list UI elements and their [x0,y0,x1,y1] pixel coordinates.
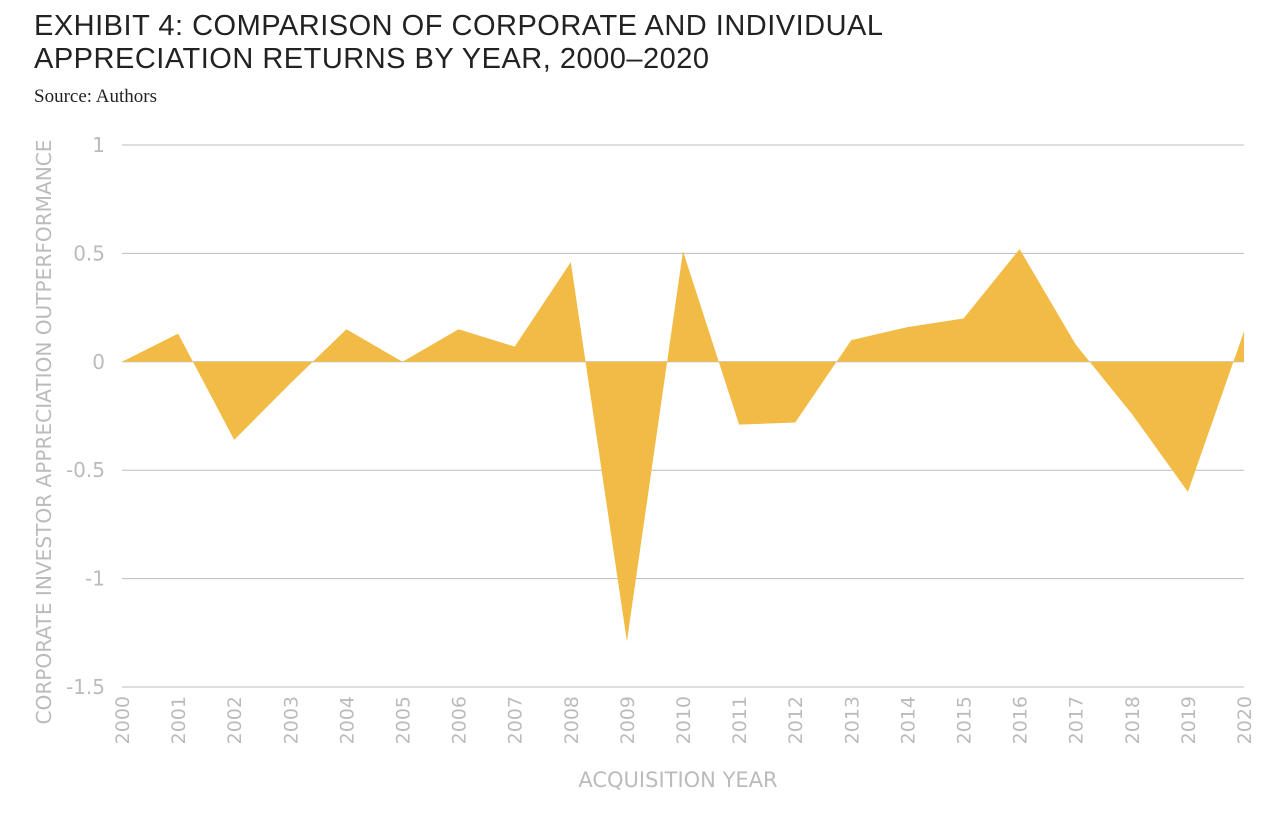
x-tick-label: 2019 [1178,696,1200,744]
x-tick-label: 2017 [1066,696,1088,744]
y-tick-label: 0 [92,350,105,374]
x-tick-label: 2002 [224,696,246,744]
x-tick-label: 2008 [561,696,583,744]
y-tick-label: -1 [85,567,105,591]
x-tick-labels: 2000 2001 2002 2003 2004 2005 2006 2007 2008 2009… [112,696,1256,744]
x-tick-label: 2014 [897,696,919,744]
x-tick-label: 2011 [729,696,751,744]
x-tick-label: 2006 [449,696,471,744]
x-tick-label: 2005 [393,696,415,744]
x-tick-label: 2013 [841,696,863,744]
x-tick-label: 2004 [336,696,358,744]
x-axis-label: ACQUISITION YEAR [578,768,777,792]
x-tick-label: 2018 [1122,696,1144,744]
y-tick-label: -0.5 [66,458,105,482]
y-tick-labels: 1 0.5 0 -0.5 -1 -1.5 [66,133,105,699]
x-tick-label: 2010 [673,696,695,744]
outperformance-area [122,249,1244,642]
x-tick-label: 2016 [1010,696,1032,744]
chart-title: EXHIBIT 4: COMPARISON OF CORPORATE AND I… [34,10,1234,76]
x-tick-label: 2020 [1234,696,1256,744]
chart-title-line-1: EXHIBIT 4: COMPARISON OF CORPORATE AND I… [34,10,884,42]
y-tick-label: -1.5 [66,675,105,699]
chart-title-line-2: APPRECIATION RETURNS BY YEAR, 2000–2020 [34,43,710,75]
x-tick-label: 2003 [280,696,302,744]
y-tick-label: 1 [92,133,105,157]
y-tick-label: 0.5 [73,241,105,265]
x-tick-label: 2007 [505,696,527,744]
x-tick-label: 2001 [168,696,190,744]
x-tick-label: 2015 [954,696,976,744]
x-tick-label: 2000 [112,696,134,744]
y-axis-label: CORPORATE INVESTOR APPRECIATION OUTPERFO… [32,140,56,725]
x-tick-label: 2012 [785,696,807,744]
chart-source: Source: Authors [34,86,157,107]
x-tick-label: 2009 [617,696,639,744]
